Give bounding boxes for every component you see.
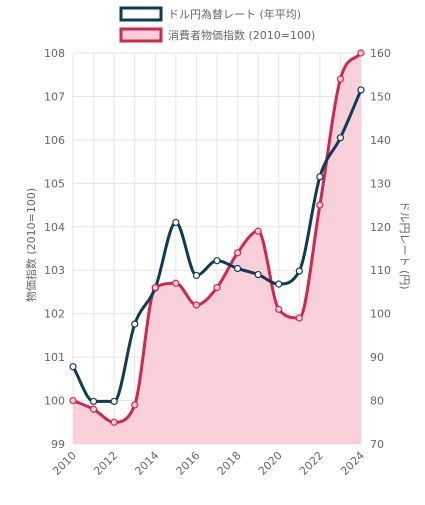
point-usdjpy [233, 264, 242, 273]
point-cpi [254, 227, 262, 235]
x-tick-label: 2012 [91, 449, 120, 478]
point-cpi [89, 405, 98, 413]
left-tick-label: 106 [44, 134, 65, 147]
legend-swatch [119, 27, 163, 43]
point-usdjpy [316, 173, 324, 181]
right-tick-label: 120 [370, 221, 391, 234]
point-usdjpy [213, 257, 221, 265]
right-tick-label: 100 [370, 308, 391, 321]
point-usdjpy [336, 134, 345, 142]
left-tick-label: 107 [44, 90, 65, 103]
point-usdjpy [172, 218, 180, 227]
legend-label: 消費者物価指数 (2010=100) [168, 28, 315, 42]
legend-swatch [119, 6, 163, 22]
point-usdjpy [357, 86, 365, 94]
point-usdjpy [254, 270, 262, 279]
point-cpi [110, 418, 118, 426]
left-tick-label: 104 [44, 221, 65, 234]
point-cpi [172, 279, 180, 287]
point-cpi [69, 396, 77, 405]
point-cpi [151, 284, 159, 292]
point-usdjpy [69, 363, 77, 371]
point-cpi [295, 314, 303, 322]
point-cpi [131, 401, 139, 409]
right-tick-label: 130 [370, 177, 391, 190]
point-cpi [316, 201, 324, 209]
point-usdjpy [192, 271, 201, 280]
x-tick-label: 2018 [215, 449, 244, 478]
point-cpi [192, 301, 201, 309]
point-usdjpy [275, 280, 283, 288]
point-cpi [233, 249, 242, 257]
left-axis-title: 物価指数 (2010=100) [24, 188, 38, 302]
x-tick-label: 2010 [50, 449, 79, 478]
right-tick-label: 140 [370, 134, 391, 147]
left-tick-label: 105 [44, 177, 65, 190]
left-tick-label: 108 [44, 47, 65, 60]
x-tick-label: 2014 [132, 449, 161, 478]
left-tick-label: 102 [44, 308, 65, 321]
left-tick-label: 101 [44, 351, 65, 364]
legend: ドル円為替レート (年平均) 消費者物価指数 (2010=100) [119, 6, 315, 43]
right-tick-label: 150 [370, 90, 391, 103]
legend-label: ドル円為替レート (年平均) [168, 7, 301, 21]
left-tick-label: 100 [44, 395, 65, 408]
point-cpi [357, 49, 365, 57]
right-tick-label: 70 [370, 438, 384, 451]
right-axis-title: ドル円レート (円) [398, 200, 411, 289]
point-usdjpy [131, 320, 139, 328]
right-tick-label: 90 [370, 351, 384, 364]
right-tick-label: 80 [370, 395, 384, 408]
x-tick-label: 2024 [338, 449, 367, 478]
point-usdjpy [110, 397, 118, 406]
point-usdjpy [295, 267, 303, 275]
x-tick-label: 2022 [297, 449, 326, 478]
point-usdjpy [89, 397, 98, 406]
point-cpi [336, 75, 345, 83]
series-line-cpi [71, 51, 363, 424]
point-layer [69, 49, 365, 426]
left-tick-label: 103 [44, 264, 65, 277]
right-tick-label: 160 [370, 47, 391, 60]
left-tick-label: 99 [51, 438, 65, 451]
point-cpi [213, 284, 221, 292]
x-tick-label: 2016 [174, 449, 203, 478]
x-tick-label: 2020 [256, 449, 285, 478]
point-cpi [275, 305, 283, 313]
right-tick-label: 110 [370, 264, 391, 277]
